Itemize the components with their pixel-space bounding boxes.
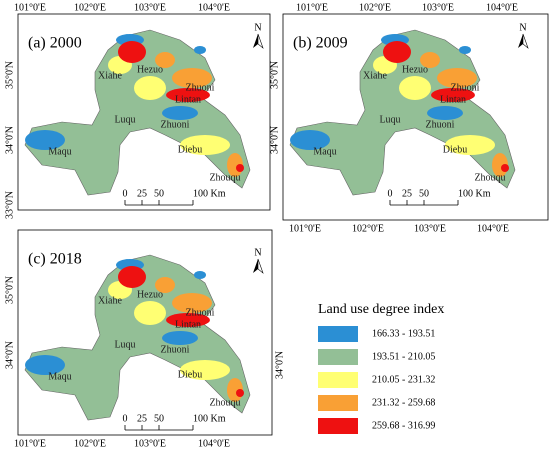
place-label: Xiahe	[98, 70, 122, 81]
scale-label: 100 Km	[193, 188, 226, 199]
place-label: Zhuoni	[426, 119, 455, 130]
legend-label: 210.05 - 231.32	[372, 374, 435, 385]
lat-label: 34°0'N	[4, 126, 15, 154]
scale-label: 25	[137, 413, 147, 424]
panel-title: (b) 2009	[293, 35, 348, 52]
scale-bar	[124, 425, 194, 431]
place-label: Zhuoni	[186, 307, 215, 318]
north-label: N	[254, 22, 261, 33]
lon-label: 101°0'E	[14, 2, 46, 13]
lon-label: 102°0'E	[352, 223, 384, 234]
lon-label: 101°0'E	[296, 2, 328, 13]
legend-swatch	[318, 349, 358, 365]
place-label: Lintan	[175, 319, 201, 330]
place-label: Lintan	[175, 94, 201, 105]
lon-label: 103°0'E	[414, 223, 446, 234]
scale-label: 25	[137, 188, 147, 199]
lon-label: 104°0'E	[198, 438, 230, 449]
place-label: Lintan	[440, 94, 466, 105]
lat-label: 34°0'N	[274, 351, 285, 379]
lon-label: 103°0'E	[134, 2, 166, 13]
lat-label: 34°0'N	[269, 126, 280, 154]
lon-label: 103°0'E	[134, 438, 166, 449]
place-label: Luqu	[114, 114, 135, 125]
place-label: Zhuoni	[451, 82, 480, 93]
lon-label: 101°0'E	[289, 223, 321, 234]
legend-label: 231.32 - 259.68	[372, 397, 435, 408]
lon-label: 101°0'E	[14, 438, 46, 449]
lat-label: 35°0'N	[4, 276, 15, 304]
place-label: Zhuoni	[161, 344, 190, 355]
lon-label: 102°0'E	[359, 2, 391, 13]
north-arrow	[518, 34, 523, 48]
place-label: Maqu	[313, 146, 336, 157]
legend-label: 193.51 - 210.05	[372, 351, 435, 362]
legend-swatch	[318, 418, 358, 434]
scale-label: 50	[419, 188, 429, 199]
lon-label: 102°0'E	[74, 2, 106, 13]
place-label: Xiahe	[363, 70, 387, 81]
place-label: Maqu	[48, 146, 71, 157]
place-label: Luqu	[379, 114, 400, 125]
scale-label: 0	[123, 413, 128, 424]
scale-label: 50	[154, 188, 164, 199]
lon-label: 104°0'E	[198, 2, 230, 13]
scale-label: 50	[154, 413, 164, 424]
scale-label: 0	[388, 188, 393, 199]
place-label: Luqu	[114, 339, 135, 350]
place-label: Zhouqu	[474, 172, 505, 183]
panel-title: (a) 2000	[28, 35, 82, 52]
north-arrow	[257, 258, 264, 274]
legend-swatch	[318, 395, 358, 411]
scale-label: 25	[402, 188, 412, 199]
lon-label: 102°0'E	[74, 438, 106, 449]
place-label: Hezuo	[137, 289, 163, 300]
legend-label: 166.33 - 193.51	[372, 328, 435, 339]
north-label: N	[519, 22, 526, 33]
scale-label: 0	[123, 188, 128, 199]
panel-title: (c) 2018	[28, 251, 82, 268]
north-label: N	[254, 247, 261, 258]
north-arrow	[253, 259, 258, 273]
place-label: Zhouqu	[209, 172, 240, 183]
north-arrow	[522, 33, 529, 49]
place-label: Maqu	[48, 371, 71, 382]
place-label: Xiahe	[98, 295, 122, 306]
lat-label: 35°0'N	[269, 61, 280, 89]
lon-label: 104°0'E	[477, 223, 509, 234]
north-arrow	[257, 33, 264, 49]
place-label: Zhuoni	[161, 119, 190, 130]
legend: Land use degree index 166.33 - 193.51 193.…	[318, 302, 444, 434]
lon-label: 104°0'E	[486, 2, 518, 13]
place-label: Diebu	[443, 144, 467, 155]
scale-label: 100 Km	[193, 413, 226, 424]
lat-label: 35°0'N	[4, 61, 15, 89]
scale-bar	[389, 200, 459, 206]
lat-label: 34°0'N	[4, 341, 15, 369]
lat-label: 33°0'N	[4, 191, 15, 219]
legend-title: Land use degree index	[318, 302, 444, 317]
legend-label: 259.68 - 316.99	[372, 420, 435, 431]
place-label: Hezuo	[137, 64, 163, 75]
legend-swatch	[318, 326, 358, 342]
legend-swatch	[318, 372, 358, 388]
place-label: Zhouqu	[209, 397, 240, 408]
lon-label: 103°0'E	[422, 2, 454, 13]
place-label: Diebu	[178, 144, 202, 155]
north-arrow	[253, 34, 258, 48]
place-label: Diebu	[178, 369, 202, 380]
place-label: Hezuo	[402, 64, 428, 75]
scale-label: 100 Km	[458, 188, 491, 199]
place-label: Zhuoni	[186, 82, 215, 93]
scale-bar	[124, 200, 194, 206]
